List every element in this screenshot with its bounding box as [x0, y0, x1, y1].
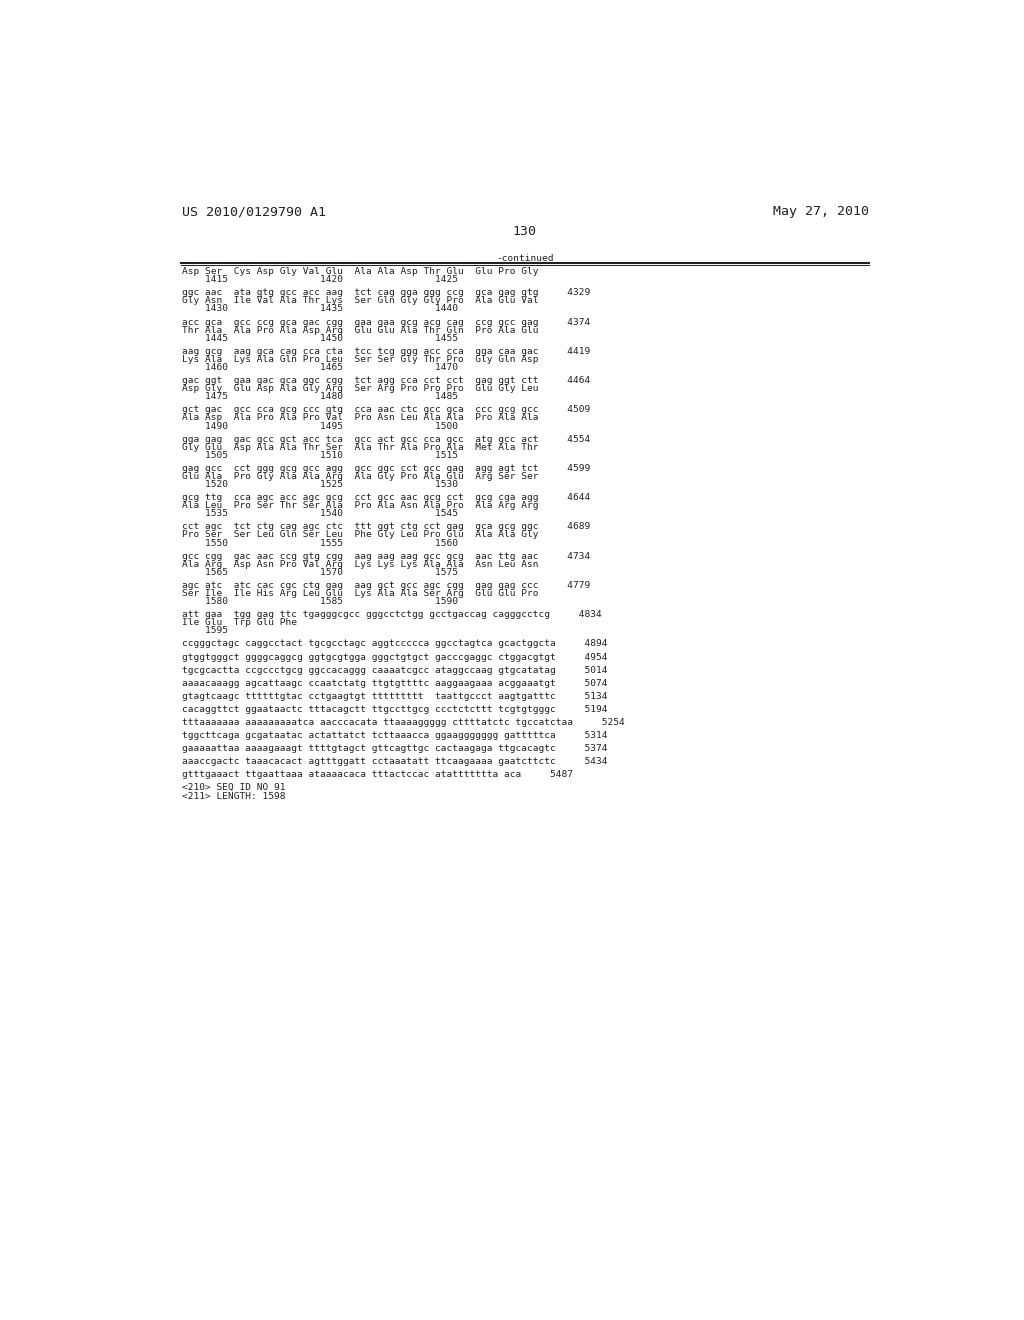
Text: 1475                1480                1485: 1475 1480 1485 — [182, 392, 458, 401]
Text: Gly Glu  Asp Ala Ala Thr Ser  Ala Thr Ala Pro Ala  Met Ala Thr: Gly Glu Asp Ala Ala Thr Ser Ala Thr Ala … — [182, 442, 539, 451]
Text: 1565                1570                1575: 1565 1570 1575 — [182, 568, 458, 577]
Text: aag gcg  aag gca cag cca cta  tcc tcg ggg acc cca  gga caa gac     4419: aag gcg aag gca cag cca cta tcc tcg ggg … — [182, 347, 590, 356]
Text: agc atc  atc cac cgc ctg gag  aag gct gcc agc cgg  gag gag ccc     4779: agc atc atc cac cgc ctg gag aag gct gcc … — [182, 581, 590, 590]
Text: Ile Glu  Trp Glu Phe: Ile Glu Trp Glu Phe — [182, 618, 297, 627]
Text: 1535                1540                1545: 1535 1540 1545 — [182, 510, 458, 519]
Text: tgcgcactta ccgccctgcg ggccacaggg caaaatcgcc ataggccaag gtgcatatag     5014: tgcgcactta ccgccctgcg ggccacaggg caaaatc… — [182, 665, 607, 675]
Text: 1430                1435                1440: 1430 1435 1440 — [182, 305, 458, 313]
Text: tggcttcaga gcgataatac actattatct tcttaaacca ggaaggggggg gatttttca     5314: tggcttcaga gcgataatac actattatct tcttaaa… — [182, 731, 607, 741]
Text: Ala Arg  Asp Asn Pro Val Arg  Lys Lys Lys Ala Ala  Asn Leu Asn: Ala Arg Asp Asn Pro Val Arg Lys Lys Lys … — [182, 560, 539, 569]
Text: gtttgaaact ttgaattaaa ataaaacaca tttactccac atattttttta aca     5487: gtttgaaact ttgaattaaa ataaaacaca tttactc… — [182, 771, 573, 779]
Text: 130: 130 — [513, 226, 537, 239]
Text: cct agc  tct ctg cag agc ctc  ttt ggt ctg cct gag  gca gcg ggc     4689: cct agc tct ctg cag agc ctc ttt ggt ctg … — [182, 523, 590, 532]
Text: ccgggctagc caggcctact tgcgcctagc aggtccccca ggcctagtca gcactggcta     4894: ccgggctagc caggcctact tgcgcctagc aggtccc… — [182, 639, 607, 648]
Text: gcg ttg  cca agc acc agc gcg  cct gcc aac gcg cct  gcg cga agg     4644: gcg ttg cca agc acc agc gcg cct gcc aac … — [182, 494, 590, 502]
Text: US 2010/0129790 A1: US 2010/0129790 A1 — [182, 205, 327, 218]
Text: Asp Ser  Cys Asp Gly Val Glu  Ala Ala Asp Thr Glu  Glu Pro Gly: Asp Ser Cys Asp Gly Val Glu Ala Ala Asp … — [182, 267, 539, 276]
Text: ggc aac  ata gtg gcc acc aag  tct cag gga ggg ccg  gca gag gtg     4329: ggc aac ata gtg gcc acc aag tct cag gga … — [182, 288, 590, 297]
Text: 1505                1510                1515: 1505 1510 1515 — [182, 451, 458, 459]
Text: gaaaaattaa aaaagaaagt ttttgtagct gttcagttgc cactaagaga ttgcacagtc     5374: gaaaaattaa aaaagaaagt ttttgtagct gttcagt… — [182, 744, 607, 754]
Text: gag gcc  cct ggg gcg gcc agg  gcc ggc cct gcc gag  agg agt tct     4599: gag gcc cct ggg gcg gcc agg gcc ggc cct … — [182, 463, 590, 473]
Text: gtggtgggct ggggcaggcg ggtgcgtgga gggctgtgct gacccgaggc ctggacgtgt     4954: gtggtgggct ggggcaggcg ggtgcgtgga gggctgt… — [182, 652, 607, 661]
Text: 1445                1450                1455: 1445 1450 1455 — [182, 334, 458, 343]
Text: Ala Leu  Pro Ser Thr Ser Ala  Pro Ala Asn Ala Pro  Ala Arg Arg: Ala Leu Pro Ser Thr Ser Ala Pro Ala Asn … — [182, 502, 539, 511]
Text: 1490                1495                1500: 1490 1495 1500 — [182, 421, 458, 430]
Text: gac ggt  gaa gac gca ggc cgg  tct agg cca cct cct  gag ggt ctt     4464: gac ggt gaa gac gca ggc cgg tct agg cca … — [182, 376, 590, 385]
Text: 1460                1465                1470: 1460 1465 1470 — [182, 363, 458, 372]
Text: Glu Ala  Pro Gly Ala Ala Arg  Ala Gly Pro Ala Glu  Arg Ser Ser: Glu Ala Pro Gly Ala Ala Arg Ala Gly Pro … — [182, 473, 539, 480]
Text: Thr Ala  Ala Pro Ala Asp Arg  Glu Glu Ala Thr Gln  Pro Ala Glu: Thr Ala Ala Pro Ala Asp Arg Glu Glu Ala … — [182, 326, 539, 335]
Text: Pro Ser  Ser Leu Gln Ser Leu  Phe Gly Leu Pro Glu  Ala Ala Gly: Pro Ser Ser Leu Gln Ser Leu Phe Gly Leu … — [182, 531, 539, 540]
Text: att gaa  tgg gag ttc tgagggcgcc gggcctctgg gcctgaccag cagggcctcg     4834: att gaa tgg gag ttc tgagggcgcc gggcctctg… — [182, 610, 602, 619]
Text: aaaccgactc taaacacact agtttggatt cctaaatatt ttcaagaaaa gaatcttctc     5434: aaaccgactc taaacacact agtttggatt cctaaat… — [182, 758, 607, 766]
Text: Ala Asp  Ala Pro Ala Pro Val  Pro Asn Leu Ala Ala  Pro Ala Ala: Ala Asp Ala Pro Ala Pro Val Pro Asn Leu … — [182, 413, 539, 422]
Text: <211> LENGTH: 1598: <211> LENGTH: 1598 — [182, 792, 286, 800]
Text: Gly Asn  Ile Val Ala Thr Lys  Ser Gln Gly Gly Pro  Ala Glu Val: Gly Asn Ile Val Ala Thr Lys Ser Gln Gly … — [182, 297, 539, 305]
Text: Ser Ile  Ile His Arg Leu Glu  Lys Ala Ala Ser Arg  Glu Glu Pro: Ser Ile Ile His Arg Leu Glu Lys Ala Ala … — [182, 589, 539, 598]
Text: 1520                1525                1530: 1520 1525 1530 — [182, 480, 458, 488]
Text: May 27, 2010: May 27, 2010 — [773, 205, 869, 218]
Text: 1415                1420                1425: 1415 1420 1425 — [182, 276, 458, 284]
Text: gcc cgg  gac aac ccg gtg cgg  aag aag aag gcc gcg  aac ttg aac     4734: gcc cgg gac aac ccg gtg cgg aag aag aag … — [182, 552, 590, 561]
Text: Lys Ala  Lys Ala Gln Pro Leu  Ser Ser Gly Thr Pro  Gly Gln Asp: Lys Ala Lys Ala Gln Pro Leu Ser Ser Gly … — [182, 355, 539, 364]
Text: aaaacaaagg agcattaagc ccaatctatg ttgtgttttc aaggaagaaa acggaaatgt     5074: aaaacaaagg agcattaagc ccaatctatg ttgtgtt… — [182, 678, 607, 688]
Text: gga gag  gac gcc gct acc tca  gcc act gcc cca gcc  atg gcc act     4554: gga gag gac gcc gct acc tca gcc act gcc … — [182, 434, 590, 444]
Text: gtagtcaagc ttttttgtac cctgaagtgt ttttttttt  taattgccct aagtgatttc     5134: gtagtcaagc ttttttgtac cctgaagtgt ttttttt… — [182, 692, 607, 701]
Text: Asp Gly  Glu Asp Ala Gly Arg  Ser Arg Pro Pro Pro  Glu Gly Leu: Asp Gly Glu Asp Ala Gly Arg Ser Arg Pro … — [182, 384, 539, 393]
Text: tttaaaaaaa aaaaaaaaatca aacccacata ttaaaaggggg cttttatctc tgccatctaa     5254: tttaaaaaaa aaaaaaaaatca aacccacata ttaaa… — [182, 718, 625, 727]
Text: gct gac  gcc cca gcg ccc gtg  cca aac ctc gcc gca  ccc gcg gcc     4509: gct gac gcc cca gcg ccc gtg cca aac ctc … — [182, 405, 590, 414]
Text: cacaggttct ggaataactc tttacagctt ttgccttgcg ccctctcttt tcgtgtgggc     5194: cacaggttct ggaataactc tttacagctt ttgcctt… — [182, 705, 607, 714]
Text: acc gca  gcc ccg gca gac cgg  gaa gaa gcg acg cag  ccg gcc gag     4374: acc gca gcc ccg gca gac cgg gaa gaa gcg … — [182, 318, 590, 326]
Text: -continued: -continued — [496, 253, 554, 263]
Text: 1550                1555                1560: 1550 1555 1560 — [182, 539, 458, 548]
Text: 1595: 1595 — [182, 627, 228, 635]
Text: 1580                1585                1590: 1580 1585 1590 — [182, 597, 458, 606]
Text: <210> SEQ ID NO 91: <210> SEQ ID NO 91 — [182, 784, 286, 792]
